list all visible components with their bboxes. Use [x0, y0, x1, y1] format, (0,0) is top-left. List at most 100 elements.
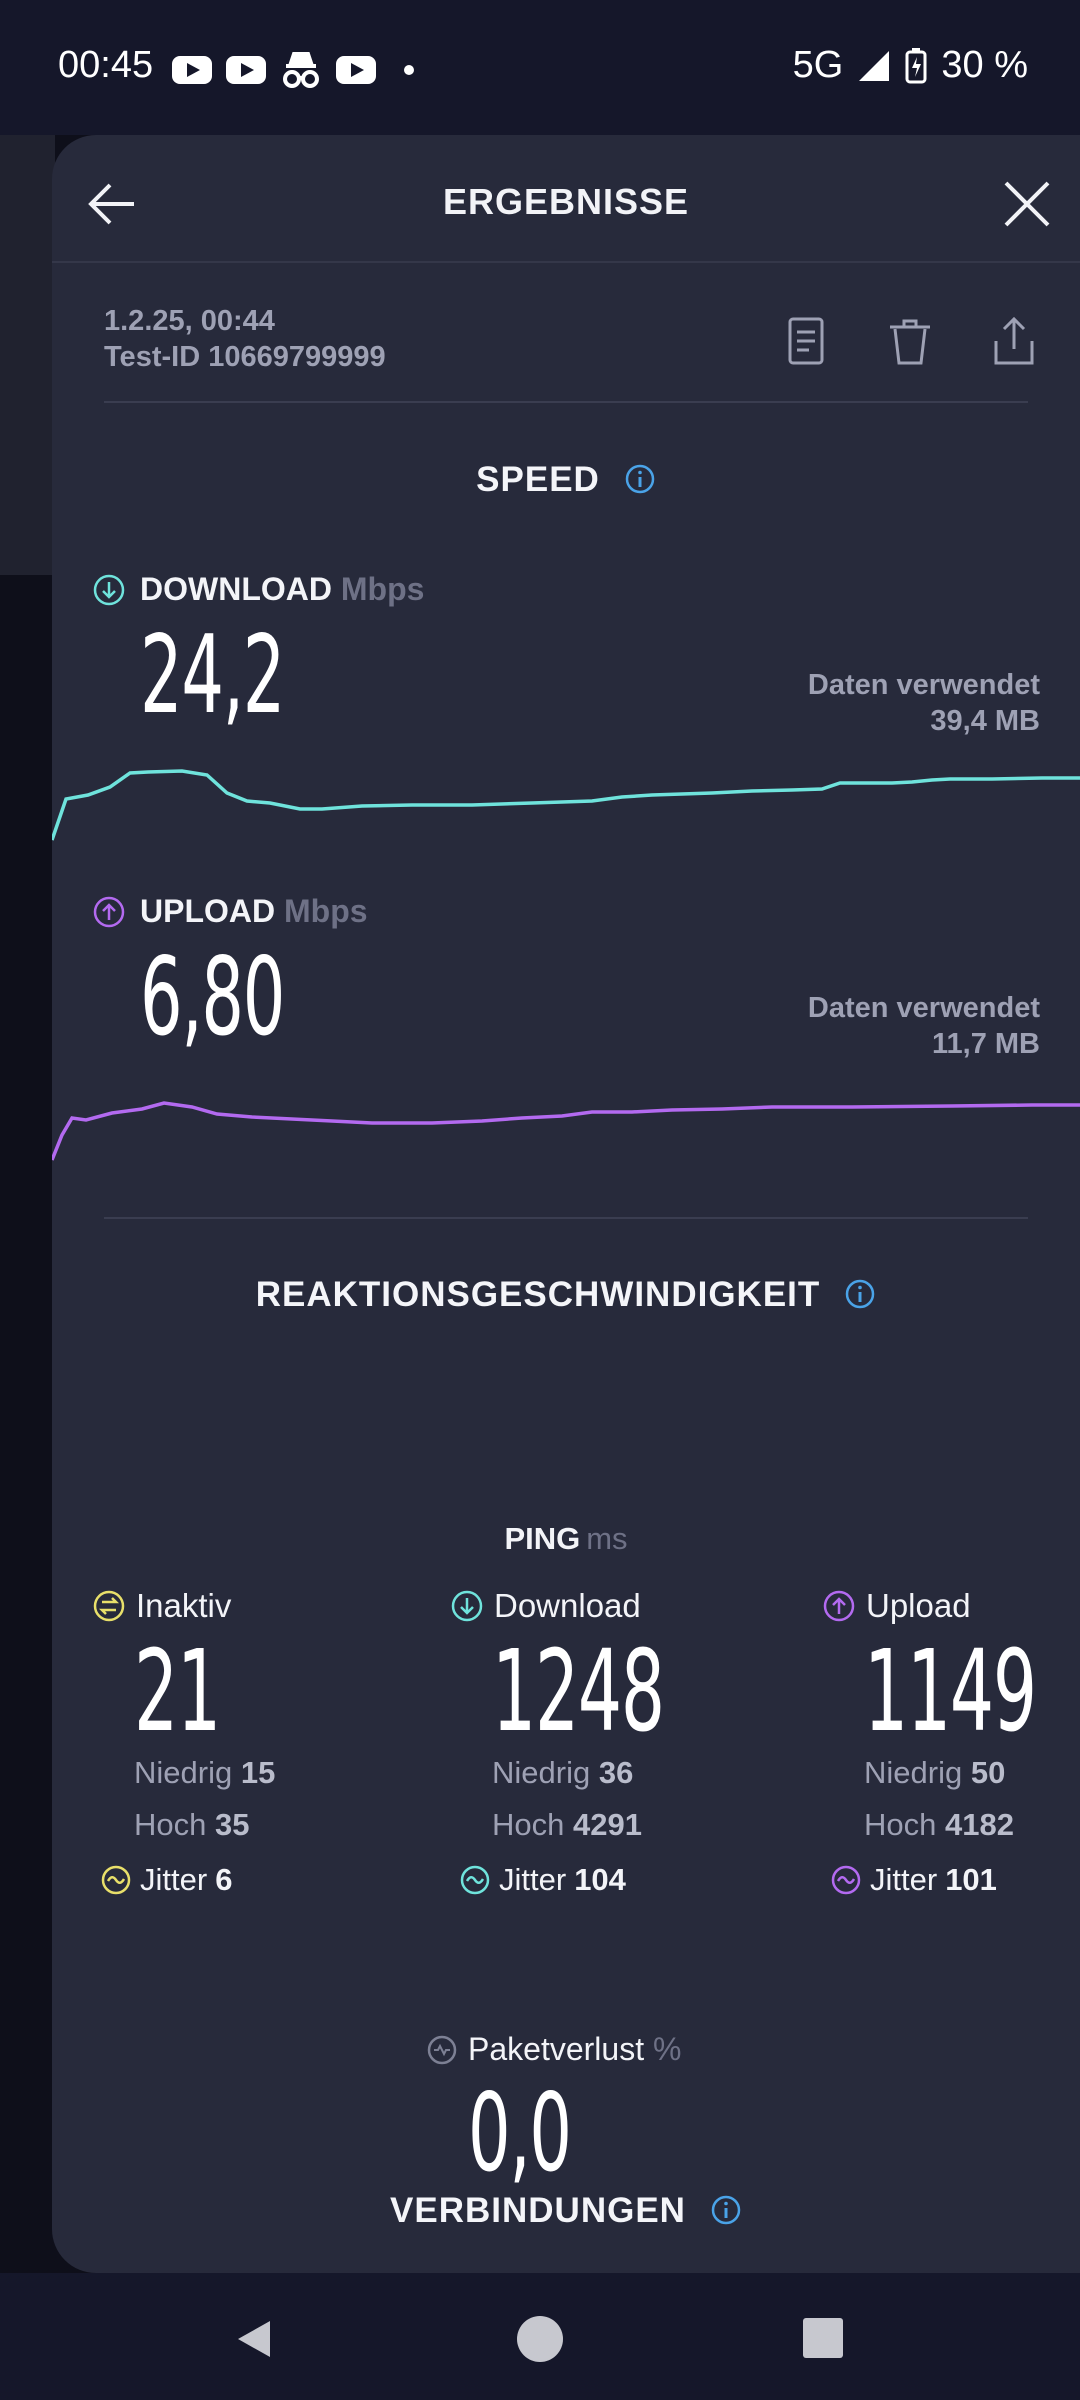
- back-arrow-icon[interactable]: [82, 169, 152, 239]
- signal-icon: [859, 50, 890, 81]
- share-icon[interactable]: [986, 313, 1042, 369]
- incognito-icon: [283, 52, 319, 88]
- idle-jitter: Jitter 6: [100, 1862, 232, 1898]
- idle-low-value: 15: [240, 1755, 276, 1790]
- upload-low-value: 50: [970, 1755, 1006, 1790]
- download-data-used: Daten verwendet 39,4 MB: [808, 667, 1040, 739]
- packet-loss-value: 0,0: [468, 2071, 572, 2196]
- nav-back-icon[interactable]: [232, 2317, 276, 2361]
- nav-recents-icon[interactable]: [802, 2317, 844, 2359]
- info-icon[interactable]: [844, 1278, 876, 1310]
- download-data-used-label: Daten verwendet: [807, 669, 1040, 701]
- latency-title: REAKTIONSGESCHWINDIGKEIT: [255, 1275, 821, 1314]
- idle-high-value: 35: [215, 1807, 250, 1842]
- test-date: 1.2.25, 00:44: [104, 305, 275, 337]
- network-type: 5G: [792, 44, 844, 86]
- jitter-icon: [831, 1865, 861, 1895]
- upload-graph-line: [52, 1101, 1080, 1161]
- results-header: ERGEBNISSE: [52, 135, 1080, 263]
- upload-jitter-label: Jitter: [870, 1862, 938, 1897]
- results-sheet: ERGEBNISSE 1.2.25, 00:44 Test-ID 1066979…: [52, 135, 1080, 2273]
- youtube-icon: [226, 56, 266, 84]
- upload-label-row: UPLOAD Mbps: [92, 893, 368, 930]
- upload-jitter-value: 101: [945, 1862, 997, 1897]
- upload-data-used: Daten verwendet 11,7 MB: [808, 990, 1040, 1062]
- jitter-icon: [101, 1865, 131, 1895]
- download-low-label: Niedrig: [492, 1755, 591, 1790]
- close-icon[interactable]: [992, 169, 1062, 239]
- divider: [104, 401, 1028, 403]
- packet-loss-icon: [427, 2035, 457, 2064]
- status-time: 00:45: [58, 44, 154, 86]
- test-meta: 1.2.25, 00:44 Test-ID 10669799999: [104, 303, 386, 375]
- system-navigation-bar: [0, 2273, 1080, 2400]
- more-notifications-dot: [404, 65, 414, 75]
- idle-jitter-value: 6: [215, 1862, 233, 1897]
- download-jitter-label: Jitter: [499, 1862, 567, 1897]
- idle-high: Hoch 35: [134, 1807, 249, 1843]
- ping-label: PING ms: [52, 1521, 1080, 1557]
- download-high-value: 4291: [573, 1807, 642, 1842]
- download-arrow-icon: [451, 1590, 483, 1622]
- nav-home-icon[interactable]: [516, 2315, 564, 2363]
- upload-low: Niedrig 50: [864, 1755, 1005, 1791]
- page-title: ERGEBNISSE: [442, 181, 690, 222]
- upload-arrow-icon: [93, 896, 125, 927]
- jitter-icon: [460, 1865, 490, 1895]
- download-jitter-value: 104: [574, 1862, 626, 1897]
- upload-label: UPLOAD: [140, 893, 276, 929]
- battery-icon: [905, 47, 927, 83]
- background-app: [0, 135, 55, 575]
- trash-icon[interactable]: [882, 313, 938, 369]
- upload-high-value: 4182: [945, 1807, 1014, 1842]
- battery-level: 30 %: [941, 44, 1028, 86]
- speed-section-title: SPEED: [52, 460, 1080, 500]
- latency-section-title: REAKTIONSGESCHWINDIGKEIT: [52, 1275, 1080, 1315]
- idle-ping-label: Inaktiv: [92, 1587, 231, 1625]
- idle-low-label: Niedrig: [134, 1755, 233, 1790]
- idle-label-text: Inaktiv: [136, 1587, 232, 1624]
- upload-high: Hoch 4182: [864, 1807, 1014, 1843]
- download-speed-graph: [52, 769, 1080, 841]
- download-label-row: DOWNLOAD Mbps: [92, 571, 424, 608]
- download-low: Niedrig 36: [492, 1755, 633, 1791]
- connections-section-title: VERBINDUNGEN: [52, 2191, 1080, 2231]
- packet-loss-label-text: Paketverlust: [468, 2031, 645, 2067]
- upload-low-label: Niedrig: [864, 1755, 963, 1790]
- upload-ping-label: Upload: [822, 1587, 971, 1625]
- ping-title: PING: [504, 1521, 581, 1556]
- status-right: 5G 30 %: [793, 44, 1028, 87]
- divider: [104, 1217, 1028, 1219]
- packet-loss-unit: %: [652, 2031, 682, 2067]
- upload-data-used-value: 11,7 MB: [932, 1028, 1040, 1060]
- upload-speed-value: 6,80: [140, 935, 285, 1060]
- upload-data-used-label: Daten verwendet: [807, 992, 1040, 1024]
- download-ping-value: 1248: [492, 1627, 665, 1757]
- youtube-icon: [336, 56, 376, 84]
- download-ping-label: Download: [450, 1587, 641, 1625]
- upload-jitter: Jitter 101: [830, 1862, 997, 1898]
- ping-unit: ms: [586, 1521, 628, 1556]
- download-unit: Mbps: [340, 571, 425, 607]
- document-icon[interactable]: [778, 313, 834, 369]
- test-id: Test-ID 10669799999: [104, 341, 386, 373]
- download-high-label: Hoch: [492, 1807, 565, 1842]
- idle-jitter-label: Jitter: [140, 1862, 208, 1897]
- youtube-icon: [172, 56, 212, 84]
- download-low-value: 36: [598, 1755, 634, 1790]
- connections-title: VERBINDUNGEN: [390, 2191, 686, 2230]
- upload-ping-label-text: Upload: [866, 1587, 971, 1624]
- download-speed-value: 24,2: [140, 613, 285, 738]
- notification-icons: [172, 50, 414, 90]
- packet-loss-label: Paketverlust %: [426, 2031, 681, 2068]
- download-high: Hoch 4291: [492, 1807, 642, 1843]
- upload-speed-graph: [52, 1101, 1080, 1161]
- download-graph-line: [52, 769, 1080, 841]
- info-icon[interactable]: [710, 2194, 742, 2226]
- info-icon[interactable]: [624, 463, 656, 495]
- download-arrow-icon: [93, 574, 125, 605]
- idle-ping-value: 21: [134, 1627, 221, 1757]
- download-data-used-value: 39,4 MB: [930, 705, 1040, 737]
- download-ping-label-text: Download: [494, 1587, 641, 1624]
- upload-ping-value: 1149: [864, 1627, 1037, 1757]
